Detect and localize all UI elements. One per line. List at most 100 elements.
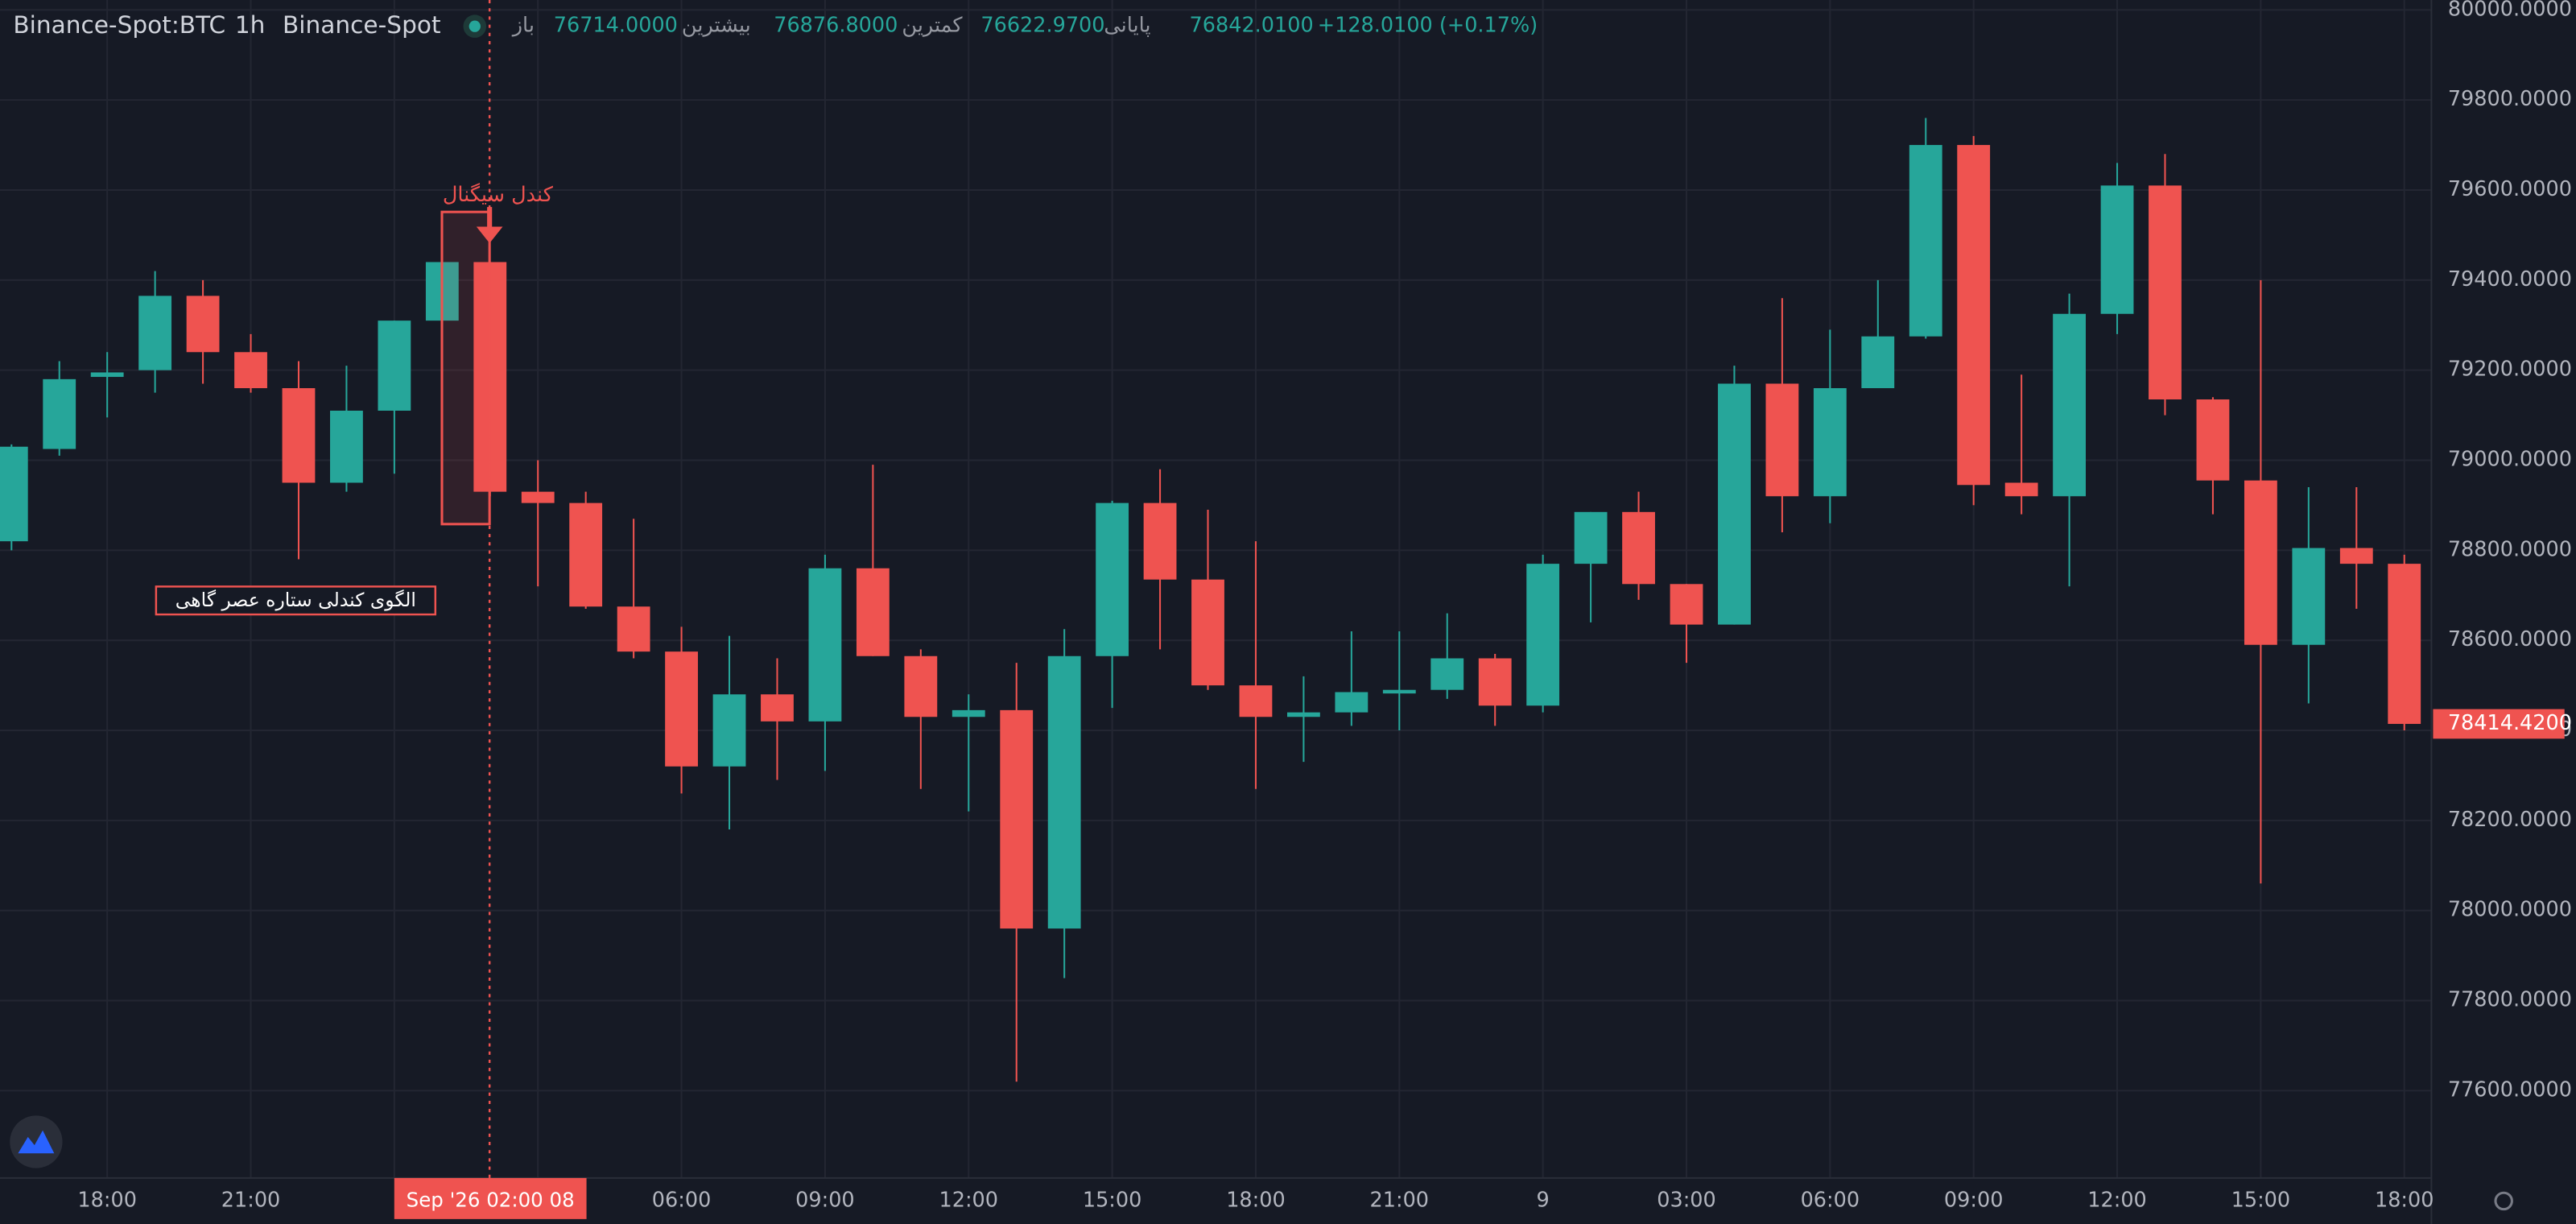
candle-body	[1718, 383, 1751, 625]
y-tick-label: 78200.0000	[2448, 808, 2572, 832]
x-tick-label: 06:00	[1801, 1188, 1860, 1212]
y-tick-label: 79600.0000	[2448, 177, 2572, 201]
candle-body	[2388, 564, 2421, 724]
crosshair-label: Sep '26 02:00 08	[407, 1188, 575, 1211]
candle-body	[1861, 336, 1895, 389]
candle-body	[234, 352, 267, 389]
candle-body	[1239, 685, 1273, 717]
x-tick-label: 21:00	[221, 1188, 281, 1212]
candle-body	[856, 568, 890, 656]
candle-body	[904, 655, 938, 717]
y-tick-label: 79000.0000	[2448, 448, 2572, 472]
y-tick-label: 80000.0000	[2448, 0, 2572, 21]
candle-body	[2053, 313, 2086, 497]
candle-body	[665, 651, 698, 767]
candle-body	[521, 491, 555, 503]
x-tick-label: 12:00	[2087, 1188, 2147, 1212]
ohlc-label: باز	[511, 14, 535, 38]
ohlc-value: 76714.0000	[554, 14, 678, 38]
candle-body	[761, 694, 794, 722]
ohlc-value: 76622.9700	[980, 14, 1104, 38]
y-tick-label: 78600.0000	[2448, 627, 2572, 651]
exchange: Binance-Spot	[283, 11, 441, 39]
y-tick-label: 78800.0000	[2448, 537, 2572, 561]
x-tick-label: 09:00	[1944, 1188, 2004, 1212]
candle-body	[1430, 658, 1464, 690]
x-tick-label: 06:00	[652, 1188, 712, 1212]
x-tick-label: 15:00	[1083, 1188, 1142, 1212]
price-label-bg	[2433, 709, 2565, 739]
y-tick-label: 79400.0000	[2448, 267, 2572, 292]
candle-body	[1574, 511, 1608, 564]
candle-body	[1047, 655, 1081, 929]
candle-body	[330, 410, 363, 483]
ohlc-label: بیشترین	[682, 14, 751, 38]
candle-body	[617, 606, 650, 652]
candle-body	[90, 372, 124, 378]
x-tick-label: 03:00	[1657, 1188, 1716, 1212]
x-tick-label: 21:00	[1370, 1188, 1430, 1212]
candle-body	[1622, 511, 1655, 585]
ohlc-value: 76842.0100	[1190, 14, 1314, 38]
candle-body	[1143, 502, 1177, 580]
ohlc-value: +128.0100 (+0.17%)	[1318, 14, 1538, 38]
x-tick-label: 12:00	[939, 1188, 999, 1212]
candle-body	[282, 388, 316, 483]
candle-body	[2004, 482, 2038, 497]
candle-body	[1382, 689, 1416, 694]
arrow-head	[476, 226, 503, 243]
x-tick-label: 18:00	[2375, 1188, 2434, 1212]
x-tick-label: 09:00	[795, 1188, 855, 1212]
candle-body	[1813, 388, 1847, 497]
candle-body	[808, 568, 842, 722]
candle-body	[0, 446, 28, 542]
y-tick-label: 77800.0000	[2448, 988, 2572, 1012]
settings-icon[interactable]	[2494, 1191, 2513, 1211]
candle-body	[1526, 564, 1560, 706]
candle-body	[1670, 584, 1703, 625]
candle-body	[2196, 399, 2230, 481]
candle-body	[1287, 712, 1320, 717]
interval: 1h	[235, 11, 266, 39]
ohlc-label: کمترین	[902, 14, 963, 38]
pattern-box	[155, 585, 437, 616]
candle-body	[378, 320, 411, 411]
logo-shape	[18, 1130, 55, 1154]
candle-body	[2339, 548, 2373, 564]
ohlc-label: پایانی	[1104, 14, 1150, 38]
y-tick-label: 79200.0000	[2448, 358, 2572, 382]
candle-body	[1335, 692, 1368, 713]
status-dot	[469, 20, 481, 32]
candle-body	[569, 502, 603, 607]
candles	[0, 118, 2421, 1082]
y-tick-label: 77600.0000	[2448, 1077, 2572, 1102]
candle-body	[952, 709, 985, 717]
symbol: Binance-Spot:BTC	[13, 11, 225, 39]
logo[interactable]	[10, 1115, 63, 1168]
x-tick-label: 9	[1537, 1188, 1550, 1212]
x-tick-label: 18:00	[77, 1188, 137, 1212]
candle-body	[1765, 383, 1799, 497]
price-label: 78414.4200	[2448, 711, 2572, 735]
signal-box	[440, 210, 491, 526]
candle-body	[1909, 145, 1942, 337]
candle-body	[2292, 548, 2326, 645]
y-tick-label: 78000.0000	[2448, 898, 2572, 922]
candle-body	[1957, 145, 1991, 486]
candle-body	[2100, 185, 2134, 314]
candle-body	[1096, 502, 1129, 656]
signal-label: کندل سیگنال	[443, 183, 554, 207]
axes: 80000.0000 79800.0000 79600.0000 79400.0000…	[77, 0, 2572, 1212]
candle-body	[712, 694, 746, 767]
candle-body	[186, 296, 220, 353]
candle-body	[1191, 579, 1224, 686]
ohlc-legend: باز 76714.0000 بیشترین 76876.8000 کمترین 7662…	[511, 14, 1538, 38]
candle-body	[1478, 658, 1512, 706]
crosshair-label-bg	[394, 1177, 587, 1219]
candle-body	[1000, 709, 1034, 929]
x-tick-label: 18:00	[1226, 1188, 1286, 1212]
pattern-label: الگوی کندلی ستاره عصر گاهی	[175, 589, 416, 611]
candle-body	[2149, 185, 2182, 400]
